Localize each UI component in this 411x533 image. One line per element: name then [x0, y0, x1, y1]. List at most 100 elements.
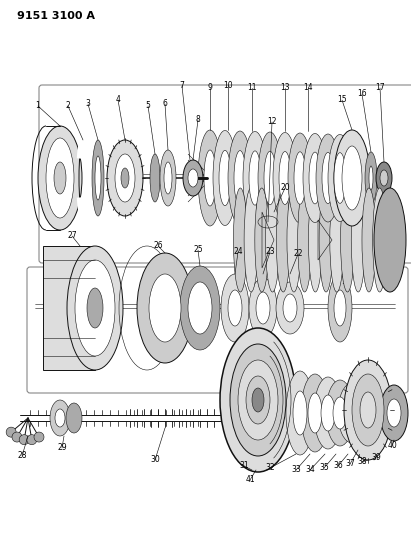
- Ellipse shape: [87, 288, 103, 328]
- Ellipse shape: [67, 246, 123, 370]
- Ellipse shape: [330, 188, 344, 292]
- Ellipse shape: [322, 152, 334, 204]
- Ellipse shape: [27, 435, 37, 445]
- Text: 19: 19: [341, 278, 351, 287]
- Ellipse shape: [309, 152, 321, 204]
- Ellipse shape: [338, 383, 366, 443]
- Ellipse shape: [164, 162, 172, 194]
- Text: 13: 13: [280, 84, 290, 93]
- Ellipse shape: [380, 170, 388, 186]
- Ellipse shape: [107, 140, 143, 216]
- Text: 2: 2: [66, 101, 70, 110]
- Ellipse shape: [213, 131, 237, 225]
- Ellipse shape: [319, 188, 333, 292]
- Ellipse shape: [308, 393, 322, 433]
- Text: 39: 39: [371, 454, 381, 463]
- Ellipse shape: [160, 150, 176, 206]
- Ellipse shape: [150, 154, 160, 202]
- Ellipse shape: [188, 169, 198, 187]
- Text: 33: 33: [291, 465, 301, 474]
- Ellipse shape: [276, 188, 290, 292]
- Ellipse shape: [349, 386, 377, 440]
- Text: 3: 3: [85, 100, 90, 109]
- Ellipse shape: [238, 360, 278, 440]
- Ellipse shape: [149, 274, 181, 342]
- Text: 15: 15: [337, 95, 347, 104]
- Ellipse shape: [359, 389, 387, 437]
- Ellipse shape: [288, 133, 312, 223]
- Ellipse shape: [294, 152, 306, 204]
- Ellipse shape: [279, 151, 291, 205]
- Text: 20: 20: [280, 183, 290, 192]
- Bar: [43, 246, 95, 370]
- Ellipse shape: [19, 435, 29, 445]
- Text: 6: 6: [163, 100, 167, 109]
- Ellipse shape: [234, 151, 246, 205]
- Ellipse shape: [50, 400, 70, 436]
- Text: 9151 3100 A: 9151 3100 A: [17, 11, 95, 21]
- Text: 24: 24: [233, 247, 243, 256]
- Ellipse shape: [334, 152, 346, 203]
- Ellipse shape: [344, 360, 392, 460]
- Ellipse shape: [380, 385, 408, 441]
- Ellipse shape: [314, 377, 342, 449]
- Text: 40: 40: [387, 441, 397, 450]
- Ellipse shape: [286, 371, 314, 455]
- Text: 10: 10: [223, 80, 233, 90]
- Text: 37: 37: [345, 459, 355, 469]
- Ellipse shape: [342, 146, 362, 210]
- Ellipse shape: [360, 392, 376, 428]
- Ellipse shape: [198, 130, 222, 226]
- Ellipse shape: [137, 253, 193, 363]
- Text: 34: 34: [305, 465, 315, 474]
- Ellipse shape: [12, 432, 22, 442]
- Ellipse shape: [54, 162, 66, 194]
- Text: 7: 7: [180, 82, 185, 91]
- Ellipse shape: [221, 274, 249, 342]
- Ellipse shape: [316, 134, 340, 222]
- Ellipse shape: [376, 162, 392, 194]
- Ellipse shape: [46, 138, 74, 218]
- Text: 36: 36: [333, 462, 343, 471]
- Ellipse shape: [115, 154, 135, 202]
- Ellipse shape: [180, 266, 220, 350]
- Text: 1: 1: [36, 101, 40, 110]
- Text: 35: 35: [319, 464, 329, 472]
- Text: 18: 18: [391, 201, 401, 211]
- Text: 21: 21: [341, 252, 351, 261]
- Ellipse shape: [341, 188, 354, 292]
- Text: 32: 32: [265, 464, 275, 472]
- Ellipse shape: [228, 290, 242, 326]
- Ellipse shape: [204, 150, 216, 206]
- Ellipse shape: [258, 132, 282, 224]
- Text: 16: 16: [357, 90, 367, 99]
- Ellipse shape: [334, 130, 370, 226]
- Ellipse shape: [298, 188, 312, 292]
- Text: 30: 30: [150, 456, 160, 464]
- Text: 4: 4: [115, 95, 120, 104]
- Ellipse shape: [328, 134, 352, 222]
- Ellipse shape: [6, 427, 16, 437]
- Ellipse shape: [38, 126, 82, 230]
- Text: 14: 14: [303, 84, 313, 93]
- Ellipse shape: [373, 188, 387, 292]
- Ellipse shape: [276, 282, 304, 334]
- Ellipse shape: [252, 388, 264, 412]
- Ellipse shape: [249, 278, 277, 338]
- Text: 22: 22: [293, 249, 303, 259]
- Ellipse shape: [362, 188, 376, 292]
- Ellipse shape: [376, 405, 390, 421]
- Ellipse shape: [233, 188, 247, 292]
- Ellipse shape: [287, 188, 301, 292]
- Ellipse shape: [188, 282, 212, 334]
- Text: 23: 23: [265, 247, 275, 256]
- Text: 41: 41: [245, 475, 255, 484]
- Ellipse shape: [326, 380, 354, 446]
- Text: 25: 25: [193, 246, 203, 254]
- Ellipse shape: [387, 399, 401, 427]
- Text: 28: 28: [17, 451, 27, 461]
- Ellipse shape: [366, 403, 380, 423]
- Ellipse shape: [321, 395, 335, 431]
- Ellipse shape: [256, 292, 270, 324]
- Text: 5: 5: [145, 101, 150, 110]
